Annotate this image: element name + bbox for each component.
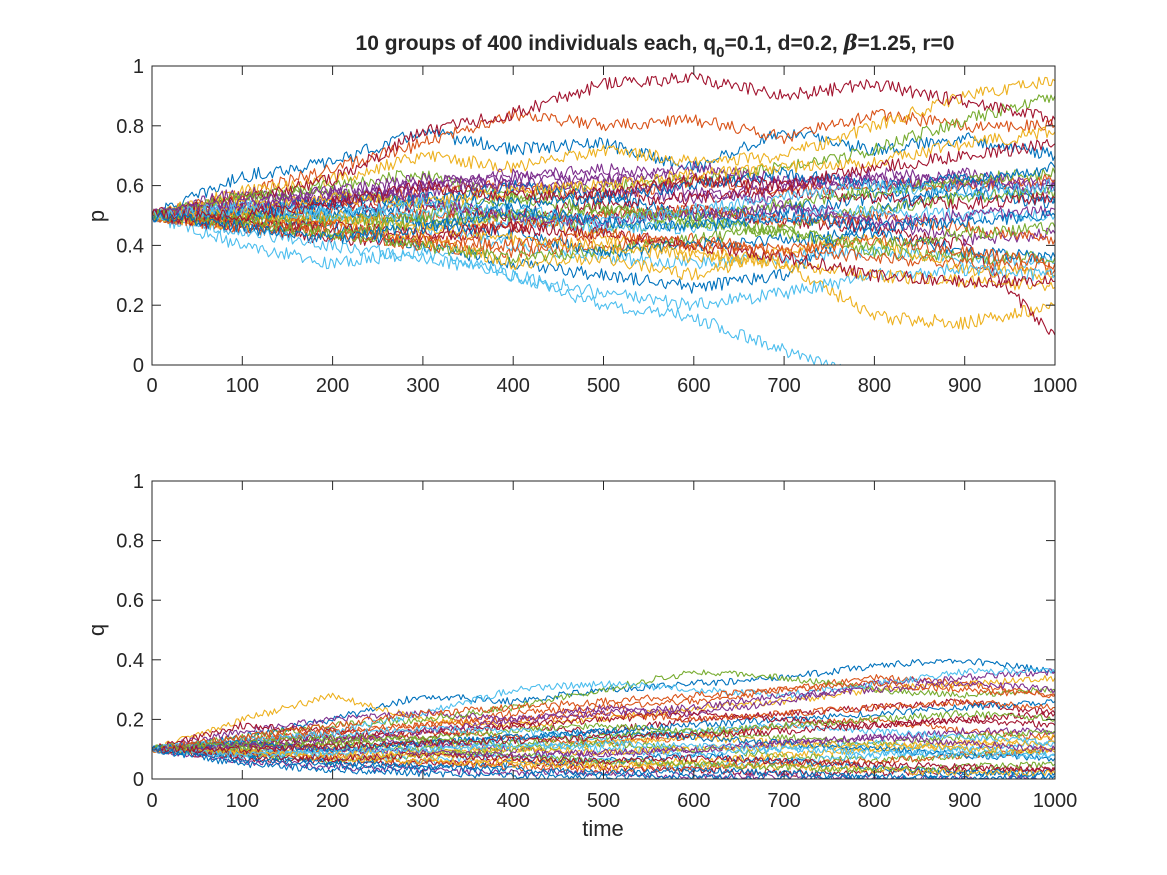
bottom-axes: 0 100 200 300 400 500 600 700 800 900 1000 0 0.2 0.4 0… — [84, 471, 1077, 841]
bottom-ytick-label: 1 — [133, 471, 144, 493]
bottom-series-line — [152, 668, 1055, 752]
bottom-ytick-label: 0.2 — [116, 709, 144, 731]
title-mid: =0.1, d=0.2, — [724, 32, 843, 55]
bottom-series-line — [152, 746, 1055, 773]
top-xtick-label: 0 — [146, 375, 157, 397]
title-prefix: 10 groups of 400 individuals each, q — [356, 32, 717, 55]
top-xtick-label: 400 — [497, 375, 530, 397]
top-ytick-label: 0.6 — [116, 176, 144, 198]
title-subscript: 0 — [716, 44, 724, 61]
title-suffix: =1.25, r=0 — [858, 32, 955, 55]
top-series-line — [152, 209, 1055, 270]
bottom-xtick-label: 0 — [146, 790, 157, 812]
bottom-xtick-label: 1000 — [1033, 790, 1078, 812]
bottom-xtick-label: 700 — [767, 790, 800, 812]
bottom-ylabel: q — [84, 624, 109, 636]
title-beta: β — [843, 30, 858, 55]
bottom-ticks: 0 100 200 300 400 500 600 700 800 900 1000 0 0.2 0.4 0… — [116, 471, 1077, 812]
bottom-xtick-label: 500 — [587, 790, 620, 812]
top-xtick-label: 100 — [226, 375, 259, 397]
top-series-line — [152, 199, 1055, 235]
top-xtick-label: 500 — [587, 375, 620, 397]
bottom-series-line — [152, 716, 1055, 754]
top-ytick-label: 0 — [133, 355, 144, 377]
bottom-xlabel: time — [582, 816, 624, 841]
bottom-ytick-label: 0.8 — [116, 531, 144, 553]
bottom-ytick-label: 0.6 — [116, 590, 144, 612]
top-series-line — [152, 204, 1055, 251]
top-series-line — [152, 167, 1055, 227]
bottom-series-line — [152, 698, 1055, 750]
top-series-line — [152, 186, 1055, 265]
top-series-line — [152, 185, 1055, 223]
top-axes: 0 100 200 300 400 500 600 700 800 900 1000 0 0.2 0.4 0… — [84, 56, 1077, 397]
top-series-line — [152, 138, 1055, 223]
top-xtick-label: 900 — [948, 375, 981, 397]
top-xtick-label: 200 — [316, 375, 349, 397]
top-xtick-label: 1000 — [1033, 375, 1078, 397]
top-series-line — [152, 203, 1055, 244]
top-series-group — [152, 72, 1055, 365]
top-series-line — [152, 209, 1055, 289]
top-series-line — [152, 108, 1055, 218]
top-series-line — [152, 168, 1055, 247]
top-ticks: 0 100 200 300 400 500 600 700 800 900 1000 0 0.2 0.4 0… — [116, 56, 1077, 397]
top-xtick-label: 700 — [767, 375, 800, 397]
bottom-xtick-label: 600 — [677, 790, 710, 812]
bottom-series-line — [152, 667, 1055, 752]
top-series-line — [152, 211, 845, 365]
top-xtick-label: 300 — [406, 375, 439, 397]
bottom-xtick-label: 300 — [406, 790, 439, 812]
top-ytick-label: 0.4 — [116, 235, 144, 257]
bottom-series-line — [152, 675, 1055, 752]
bottom-xtick-label: 400 — [497, 790, 530, 812]
bottom-series-line — [152, 739, 1055, 760]
bottom-xtick-label: 100 — [226, 790, 259, 812]
bottom-xtick-label: 800 — [858, 790, 891, 812]
bottom-series-line — [152, 746, 1055, 777]
bottom-series-line — [152, 680, 1055, 753]
top-ylabel: p — [84, 210, 109, 222]
bottom-series-line — [152, 727, 1055, 762]
top-xtick-label: 800 — [858, 375, 891, 397]
top-series-line — [152, 72, 1055, 222]
top-xtick-label: 600 — [677, 375, 710, 397]
top-series-line — [152, 209, 1055, 311]
bottom-xtick-label: 200 — [316, 790, 349, 812]
top-ytick-label: 0.2 — [116, 295, 144, 317]
bottom-xtick-label: 900 — [948, 790, 981, 812]
top-series-line — [152, 76, 1055, 220]
top-series-line — [152, 179, 1055, 229]
top-ytick-label: 1 — [133, 56, 144, 78]
bottom-ytick-label: 0 — [133, 769, 144, 791]
bottom-ytick-label: 0.4 — [116, 650, 144, 672]
bottom-series-line — [152, 746, 1055, 774]
figure-title: 10 groups of 400 individuals each, q0=0.… — [356, 30, 955, 61]
top-ytick-label: 0.8 — [116, 116, 144, 138]
bottom-series-line — [152, 710, 1055, 752]
